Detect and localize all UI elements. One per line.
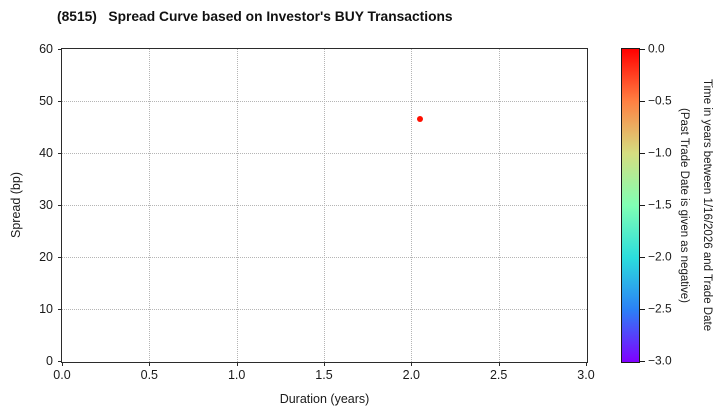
x-tick-mark xyxy=(324,363,325,366)
y-tick-label: 50 xyxy=(39,94,53,108)
y-tick-label: 20 xyxy=(39,250,53,264)
y-tick-mark xyxy=(58,309,61,310)
y-tick-label: 10 xyxy=(39,302,53,316)
x-tick-label: 0.0 xyxy=(53,368,71,382)
colorbar xyxy=(621,48,640,363)
colorbar-tick-label: −2.5 xyxy=(648,301,672,316)
y-tick-mark xyxy=(58,361,61,362)
y-gridline xyxy=(62,309,587,310)
colorbar-label: Time in years between 1/16/2026 and Trad… xyxy=(671,48,718,363)
x-tick-mark xyxy=(62,363,63,366)
colorbar-tick-label: −0.5 xyxy=(648,93,672,108)
y-tick-label: 0 xyxy=(46,354,53,368)
colorbar-tick-label: −1.5 xyxy=(648,197,672,212)
data-point xyxy=(417,116,424,123)
colorbar-tick-label: −1.0 xyxy=(648,145,672,160)
y-gridline xyxy=(62,153,587,154)
x-axis-label: Duration (years) xyxy=(279,392,370,406)
colorbar-tick-mark xyxy=(640,257,645,258)
x-tick-label: 1.5 xyxy=(315,368,333,382)
x-tick-mark xyxy=(586,363,587,366)
colorbar-tick-mark xyxy=(640,205,645,206)
x-tick-mark xyxy=(149,363,151,366)
y-tick-mark xyxy=(58,257,61,258)
plot-area xyxy=(61,48,588,363)
x-tick-mark xyxy=(411,363,413,366)
y-gridline xyxy=(62,205,587,206)
colorbar-tick-label: 0.0 xyxy=(648,41,665,56)
y-tick-label: 60 xyxy=(39,42,53,56)
x-tick-label: 0.5 xyxy=(140,368,159,382)
y-tick-mark xyxy=(58,101,61,102)
colorbar-tick-label: −3.0 xyxy=(648,353,672,368)
y-gridline xyxy=(62,257,587,258)
x-tick-mark xyxy=(498,363,500,366)
y-tick-mark xyxy=(58,205,61,206)
x-tick-label: 3.0 xyxy=(577,368,595,382)
y-tick-label: 40 xyxy=(39,146,53,160)
colorbar-tick-mark xyxy=(640,153,645,154)
colorbar-tick-mark xyxy=(640,361,645,362)
y-gridline xyxy=(62,101,587,102)
colorbar-tick-label: −2.0 xyxy=(648,249,672,264)
colorbar-tick-mark xyxy=(640,101,645,102)
x-tick-label: 1.0 xyxy=(227,368,246,382)
colorbar-tick-mark xyxy=(640,49,645,50)
colorbar-label-line2: (Past Trade Date is given as negative) xyxy=(678,108,690,303)
x-tick-mark xyxy=(236,363,238,366)
y-tick-mark xyxy=(58,49,61,50)
colorbar-label-line1: Time in years between 1/16/2026 and Trad… xyxy=(701,79,713,332)
chart-title: (8515) Spread Curve based on Investor's … xyxy=(57,9,453,24)
x-tick-label: 2.0 xyxy=(402,368,421,382)
colorbar-tick-mark xyxy=(640,309,645,310)
y-tick-mark xyxy=(58,153,61,154)
y-tick-label: 30 xyxy=(39,198,53,212)
x-tick-label: 2.5 xyxy=(489,368,508,382)
